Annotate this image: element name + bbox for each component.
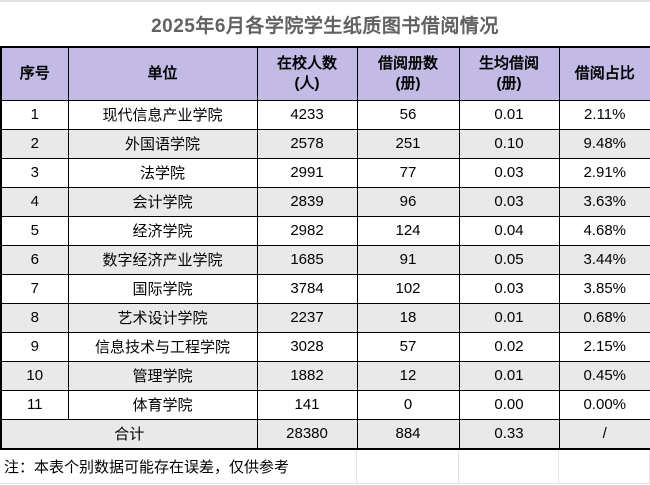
- col-header-borrowed: 借阅册数 (册): [356, 46, 460, 101]
- cell-share: 4.68%: [558, 215, 650, 246]
- cell-borrowed: 91: [356, 244, 460, 275]
- cell-per-student: 0.00: [458, 389, 560, 420]
- cell-share: 2.15%: [558, 331, 650, 362]
- cell-seq: 4: [0, 186, 69, 217]
- cell-unit: 法学院: [67, 157, 258, 188]
- cell-share: 0.00%: [558, 389, 650, 420]
- table-row: 3 法学院 2991 77 0.03 2.91%: [0, 157, 650, 188]
- col-header-seq: 序号: [0, 46, 69, 101]
- cell-per-student: 0.03: [458, 186, 560, 217]
- table-row: 9 信息技术与工程学院 3028 57 0.02 2.15%: [0, 331, 650, 362]
- footnote-empty-cell: [458, 450, 558, 484]
- cell-borrowed: 124: [356, 215, 460, 246]
- cell-unit: 国际学院: [67, 273, 258, 304]
- cell-students: 3028: [256, 331, 358, 362]
- cell-unit: 数字经济产业学院: [67, 244, 258, 275]
- table-row: 7 国际学院 3784 102 0.03 3.85%: [0, 273, 650, 304]
- cell-total-borrowed: 884: [356, 418, 460, 450]
- cell-per-student: 0.02: [458, 331, 560, 362]
- cell-unit: 体育学院: [67, 389, 258, 420]
- cell-seq: 10: [0, 360, 69, 391]
- col-header-unit: 单位: [67, 46, 258, 101]
- cell-students: 3784: [256, 273, 358, 304]
- table-row: 8 艺术设计学院 2237 18 0.01 0.68%: [0, 302, 650, 333]
- cell-total-students: 28380: [256, 418, 358, 450]
- table-row: 6 数字经济产业学院 1685 91 0.05 3.44%: [0, 244, 650, 275]
- col-header-per-student: 生均借阅 (册): [458, 46, 560, 101]
- cell-share: 0.45%: [558, 360, 650, 391]
- cell-students: 2991: [256, 157, 358, 188]
- cell-students: 2237: [256, 302, 358, 333]
- cell-students: 1685: [256, 244, 358, 275]
- cell-borrowed: 102: [356, 273, 460, 304]
- page-title: 2025年6月各学院学生纸质图书借阅情况: [151, 15, 499, 37]
- cell-per-student: 0.01: [458, 302, 560, 333]
- cell-seq: 2: [0, 128, 69, 159]
- col-header-share: 借阅占比: [558, 46, 650, 101]
- cell-borrowed: 12: [356, 360, 460, 391]
- cell-per-student: 0.10: [458, 128, 560, 159]
- cell-per-student: 0.01: [458, 360, 560, 391]
- borrowing-stats-table: 序号 单位 在校人数 (人) 借阅册数 (册) 生均借阅 (册) 借阅占比 1 现代信…: [0, 46, 650, 450]
- cell-seq: 3: [0, 157, 69, 188]
- cell-borrowed: 96: [356, 186, 460, 217]
- cell-borrowed: 57: [356, 331, 460, 362]
- col-header-students: 在校人数 (人): [256, 46, 358, 101]
- cell-per-student: 0.04: [458, 215, 560, 246]
- cell-unit: 信息技术与工程学院: [67, 331, 258, 362]
- cell-students: 4233: [256, 99, 358, 130]
- cell-borrowed: 18: [356, 302, 460, 333]
- cell-borrowed: 56: [356, 99, 460, 130]
- cell-borrowed: 0: [356, 389, 460, 420]
- cell-total-share: /: [558, 418, 650, 450]
- cell-per-student: 0.01: [458, 99, 560, 130]
- cell-seq: 5: [0, 215, 69, 246]
- title-bar: 2025年6月各学院学生纸质图书借阅情况: [0, 2, 650, 46]
- cell-unit: 经济学院: [67, 215, 258, 246]
- table-row: 10 管理学院 1882 12 0.01 0.45%: [0, 360, 650, 391]
- table-row: 11 体育学院 141 0 0.00 0.00%: [0, 389, 650, 420]
- footnote-empty-cell: [558, 450, 650, 484]
- cell-students: 1882: [256, 360, 358, 391]
- cell-seq: 9: [0, 331, 69, 362]
- cell-unit: 艺术设计学院: [67, 302, 258, 333]
- cell-students: 2839: [256, 186, 358, 217]
- cell-seq: 7: [0, 273, 69, 304]
- cell-seq: 6: [0, 244, 69, 275]
- cell-per-student: 0.03: [458, 273, 560, 304]
- cell-borrowed: 251: [356, 128, 460, 159]
- cell-unit: 会计学院: [67, 186, 258, 217]
- cell-share: 3.63%: [558, 186, 650, 217]
- cell-share: 2.91%: [558, 157, 650, 188]
- footnote-row: 注：本表个别数据可能存在误差，仅供参考: [0, 450, 650, 484]
- cell-total-per-student: 0.33: [458, 418, 560, 450]
- table-row: 4 会计学院 2839 96 0.03 3.63%: [0, 186, 650, 217]
- cell-seq: 8: [0, 302, 69, 333]
- cell-share: 2.11%: [558, 99, 650, 130]
- cell-per-student: 0.03: [458, 157, 560, 188]
- total-row: 合计 28380 884 0.33 /: [0, 418, 650, 450]
- cell-unit: 外国语学院: [67, 128, 258, 159]
- cell-seq: 1: [0, 99, 69, 130]
- cell-share: 3.85%: [558, 273, 650, 304]
- cell-share: 3.44%: [558, 244, 650, 275]
- cell-borrowed: 77: [356, 157, 460, 188]
- footnote: 注：本表个别数据可能存在误差，仅供参考: [0, 450, 356, 484]
- cell-students: 141: [256, 389, 358, 420]
- footnote-empty-cell: [356, 450, 458, 484]
- cell-per-student: 0.05: [458, 244, 560, 275]
- table-row: 5 经济学院 2982 124 0.04 4.68%: [0, 215, 650, 246]
- cell-total-label: 合计: [0, 418, 258, 450]
- cell-students: 2578: [256, 128, 358, 159]
- table-row: 2 外国语学院 2578 251 0.10 9.48%: [0, 128, 650, 159]
- table-row: 1 现代信息产业学院 4233 56 0.01 2.11%: [0, 99, 650, 130]
- cell-seq: 11: [0, 389, 69, 420]
- cell-unit: 现代信息产业学院: [67, 99, 258, 130]
- header-row: 序号 单位 在校人数 (人) 借阅册数 (册) 生均借阅 (册) 借阅占比: [0, 46, 650, 101]
- cell-unit: 管理学院: [67, 360, 258, 391]
- cell-students: 2982: [256, 215, 358, 246]
- cell-share: 0.68%: [558, 302, 650, 333]
- cell-share: 9.48%: [558, 128, 650, 159]
